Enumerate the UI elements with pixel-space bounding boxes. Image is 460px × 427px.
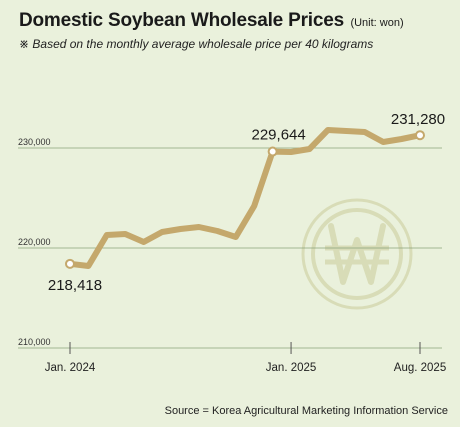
won-sign-stroke <box>328 223 386 285</box>
y-tick-label: 230,000 <box>18 137 51 147</box>
series-line <box>67 127 423 269</box>
y-tick-label: 210,000 <box>18 337 51 347</box>
source-note: Source = Korea Agricultural Marketing In… <box>164 405 448 417</box>
data-point-marker <box>267 146 278 157</box>
data-label: 231,280 <box>391 111 445 128</box>
won-coin-icon <box>301 198 413 310</box>
coin-outer-ring <box>301 198 413 310</box>
chart-title: Domestic Soybean Wholesale Prices <box>19 10 344 31</box>
data-label: 229,644 <box>252 127 306 144</box>
data-labels: 218,418 229,644 231,280 <box>48 111 445 294</box>
chart-subtitle: ※ Based on the monthly average wholesale… <box>19 37 374 51</box>
series-layer <box>67 127 423 269</box>
data-label: 218,418 <box>48 277 102 294</box>
data-point-marker <box>65 258 75 269</box>
y-tick-label: 220,000 <box>18 237 51 247</box>
coin-inner-ring <box>311 208 403 300</box>
x-tick-label: Jan. 2024 <box>45 362 96 374</box>
x-tick-label: Aug. 2025 <box>394 362 446 374</box>
chart-header: Domestic Soybean Wholesale Prices (Unit:… <box>19 10 404 32</box>
data-point-marker <box>415 130 425 141</box>
x-tick-label: Jan. 2025 <box>266 362 317 374</box>
unit-label: (Unit: won) <box>350 17 404 29</box>
x-axis: Jan. 2024 Jan. 2025 Aug. 2025 <box>45 342 446 374</box>
gridlines: 210,000 220,000 230,000 <box>18 137 442 349</box>
markers <box>65 130 425 269</box>
